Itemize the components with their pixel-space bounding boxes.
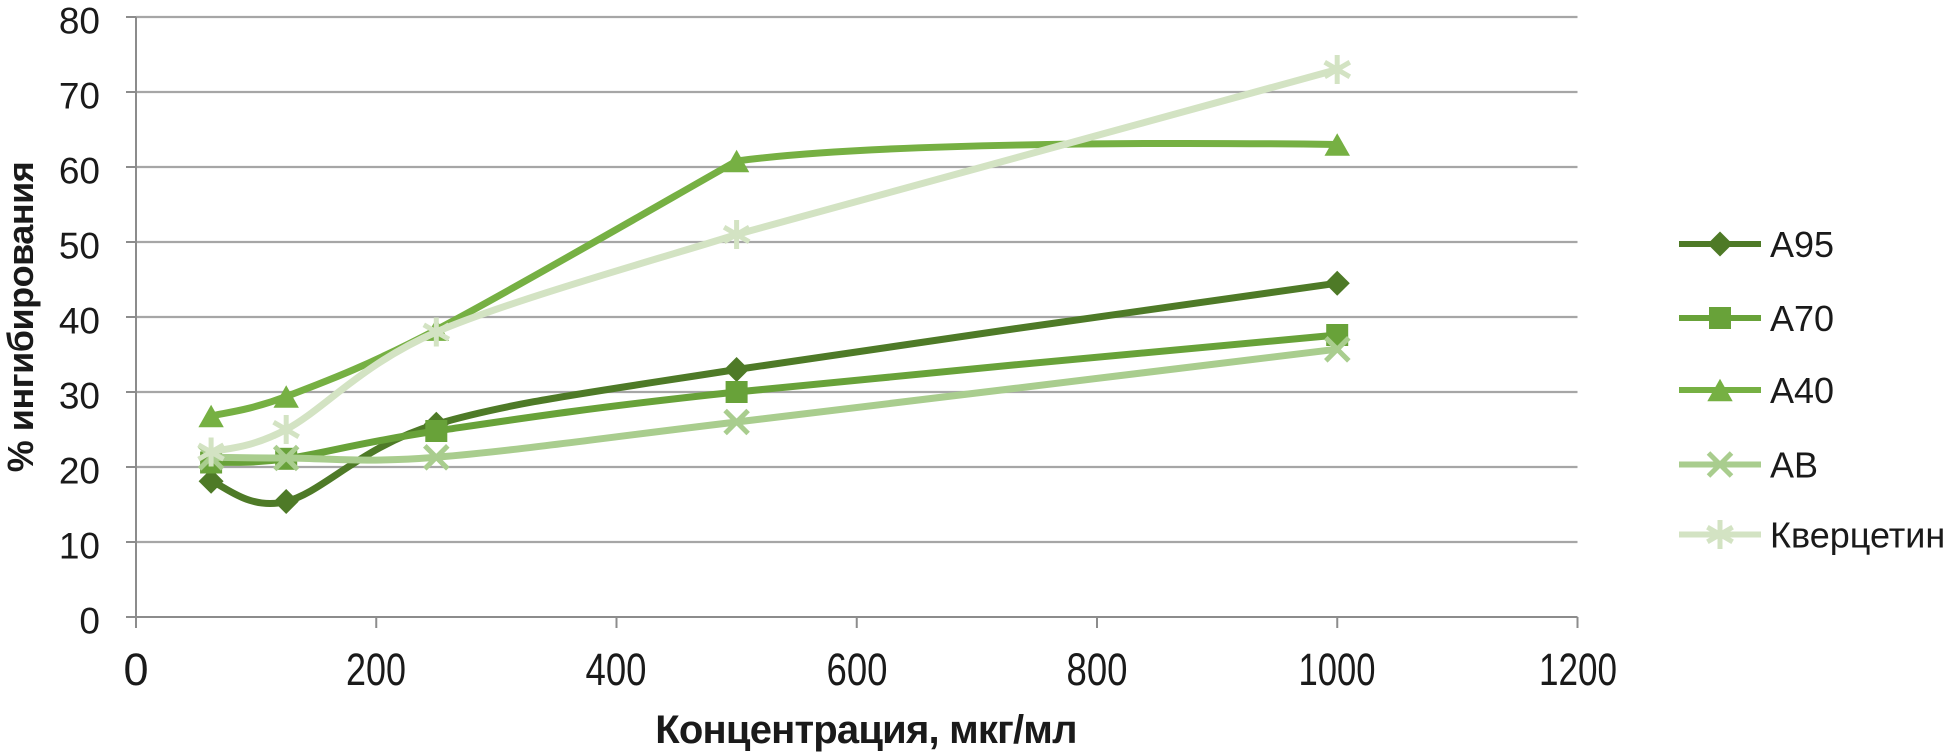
svg-text:60: 60 <box>59 151 100 192</box>
svg-text:30: 30 <box>59 376 100 417</box>
svg-text:АВ: АВ <box>1770 445 1818 486</box>
svg-text:1000: 1000 <box>1299 644 1376 695</box>
svg-text:800: 800 <box>1067 644 1128 695</box>
svg-text:А40: А40 <box>1770 370 1834 411</box>
svg-text:Концентрация, мкг/мл: Концентрация, мкг/мл <box>655 708 1076 752</box>
svg-text:400: 400 <box>586 644 647 695</box>
svg-text:0: 0 <box>79 601 100 642</box>
svg-text:10: 10 <box>59 526 100 567</box>
svg-text:70: 70 <box>59 76 100 117</box>
svg-text:А95: А95 <box>1770 224 1834 265</box>
svg-text:50: 50 <box>59 226 100 267</box>
svg-text:80: 80 <box>59 1 100 42</box>
svg-text:200: 200 <box>346 644 406 695</box>
svg-text:40: 40 <box>59 301 100 342</box>
svg-text:А70: А70 <box>1770 298 1834 339</box>
svg-text:Кверцетин: Кверцетин <box>1770 515 1945 556</box>
svg-text:1200: 1200 <box>1539 644 1617 695</box>
svg-text:% ингибирования: % ингибирования <box>0 162 41 472</box>
svg-text:0: 0 <box>123 644 148 695</box>
svg-text:600: 600 <box>827 644 888 695</box>
svg-text:20: 20 <box>59 451 100 492</box>
